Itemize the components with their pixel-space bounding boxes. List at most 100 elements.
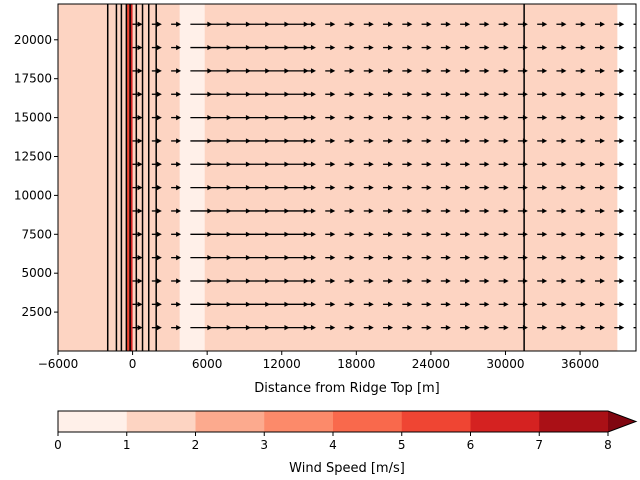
wind-vector-76 <box>556 278 567 284</box>
wind-vector-19 <box>498 325 509 331</box>
wind-vector-109 <box>151 231 162 237</box>
wind-vector-375 <box>594 21 605 27</box>
wind-vector-125 <box>460 231 471 237</box>
wind-vector-144 <box>305 208 316 214</box>
wind-vector-69 <box>421 278 432 284</box>
wind-vector-98 <box>460 255 471 261</box>
wind-speed-band-3 <box>179 4 205 351</box>
wind-vector-162 <box>132 185 143 191</box>
wind-vector-321 <box>594 68 605 74</box>
y-tick-label: 5000 <box>21 266 52 280</box>
wind-vector-272 <box>171 91 182 97</box>
wind-vector-202 <box>383 161 394 167</box>
x-tick-label: 6000 <box>192 357 223 371</box>
wind-vector-187 <box>614 185 625 191</box>
wind-vector-174 <box>363 185 374 191</box>
wind-vector-371 <box>517 21 528 27</box>
wind-vector-65 <box>344 278 355 284</box>
wind-vector-333 <box>305 44 316 51</box>
wind-vector-147 <box>363 208 374 214</box>
wind-vector-364 <box>383 21 394 27</box>
wind-vector-79 <box>614 278 625 284</box>
wind-vector-40 <box>383 301 394 307</box>
wind-vector-152 <box>460 208 471 214</box>
wind-vector-16 <box>440 325 451 331</box>
wind-vector-157 <box>556 208 567 214</box>
wind-vector-200 <box>344 161 355 167</box>
wind-vector-288 <box>479 91 490 97</box>
wind-vector-363 <box>363 21 374 27</box>
wind-vector-308 <box>344 68 355 74</box>
colorbar-bin-5 <box>401 411 471 432</box>
wind-vector-282 <box>363 91 374 97</box>
wind-vector-99 <box>479 255 490 261</box>
wind-vector-44 <box>460 301 471 307</box>
wind-vector-340 <box>440 44 451 51</box>
wind-vector-129 <box>537 231 548 237</box>
wind-vector-319 <box>556 68 567 74</box>
wind-vector-186 <box>594 185 605 191</box>
colorbar-bin-2 <box>195 411 265 432</box>
wind-vector-211 <box>556 161 567 167</box>
wind-vector-351 <box>132 21 143 27</box>
wind-vector-287 <box>460 91 471 97</box>
wind-vector-291 <box>537 91 548 97</box>
wind-vector-179 <box>460 185 471 191</box>
wind-vector-318 <box>537 68 548 74</box>
colorbar-bin-6 <box>470 411 540 432</box>
wind-vectors <box>132 21 636 331</box>
wind-vector-24 <box>594 325 605 331</box>
wind-vector-294 <box>594 91 605 97</box>
wind-vector-350 <box>633 46 636 49</box>
wind-vector-2 <box>171 325 182 331</box>
wind-vector-52 <box>614 301 625 307</box>
wind-vector-262 <box>498 114 509 121</box>
wind-vector-239 <box>575 138 586 144</box>
wind-vector-228 <box>363 138 374 144</box>
wind-vector-237 <box>537 138 548 144</box>
wind-vector-313 <box>440 68 451 74</box>
wind-vector-253 <box>325 114 336 121</box>
colorbar <box>57 410 638 433</box>
colorbar-label: Wind Speed [m/s] <box>289 461 405 476</box>
wind-vector-215 <box>633 163 636 165</box>
wind-vector-240 <box>594 138 605 144</box>
wind-vector-25 <box>614 325 625 331</box>
y-axis-ticks: 2500 5000 7500 10000 12500 15000 17500 20000 <box>14 33 58 319</box>
wind-vector-72 <box>479 278 490 284</box>
wind-vector-231 <box>421 138 432 144</box>
colorbar-bin-4 <box>333 411 403 432</box>
y-tick-label: 15000 <box>14 111 52 125</box>
wind-vector-14 <box>402 325 413 331</box>
wind-vector-261 <box>479 114 490 121</box>
wind-vector-207 <box>479 161 490 167</box>
wind-vector-121 <box>383 231 394 237</box>
wind-vector-29 <box>171 301 182 307</box>
wind-vector-348 <box>594 44 605 51</box>
wind-vector-213 <box>594 161 605 167</box>
wind-vector-205 <box>440 161 451 167</box>
wind-vector-106 <box>614 255 625 261</box>
wind-vector-150 <box>421 208 432 214</box>
wind-vector-128 <box>517 231 528 237</box>
wind-vector-100 <box>498 255 509 261</box>
wind-vector-48 <box>537 301 548 307</box>
colorbar-tick-label: 1 <box>123 438 131 452</box>
wind-vector-235 <box>498 138 509 144</box>
wind-vector-15 <box>421 325 432 331</box>
wind-vector-362 <box>344 21 355 27</box>
wind-vector-376 <box>614 21 625 27</box>
wind-vector-160 <box>614 208 625 214</box>
wind-vector-67 <box>383 278 394 284</box>
wind-vector-210 <box>537 161 548 167</box>
wind-vector-131 <box>575 231 586 237</box>
colorbar-tick-label: 3 <box>260 438 268 452</box>
wind-vector-10 <box>325 325 336 331</box>
wind-vector-268 <box>614 114 625 121</box>
wind-vector-126 <box>479 231 490 237</box>
wind-vector-271 <box>151 91 162 97</box>
wind-vector-23 <box>575 325 586 331</box>
wind-vector-154 <box>498 208 509 214</box>
wind-vector-104 <box>575 255 586 261</box>
